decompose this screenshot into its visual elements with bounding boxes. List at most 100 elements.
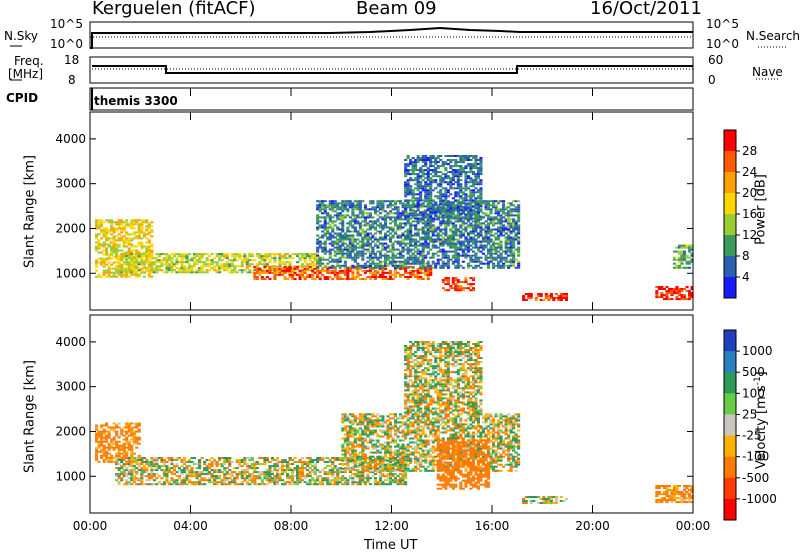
- power-cell: [384, 226, 388, 229]
- power-cell: [451, 240, 455, 243]
- power-cell: [283, 267, 287, 270]
- power-cell: [677, 292, 681, 295]
- power-cell: [461, 197, 465, 200]
- velocity-cell: [183, 479, 187, 482]
- power-cell: [373, 208, 377, 211]
- power-cell: [263, 259, 267, 262]
- power-cell: [406, 203, 410, 206]
- velocity-cell: [243, 459, 247, 461]
- power-cell: [100, 237, 104, 240]
- power-cell: [343, 267, 347, 270]
- power-cell: [389, 271, 393, 274]
- velocity-cell: [107, 442, 111, 445]
- power-cell: [454, 199, 458, 202]
- velocity-cell: [195, 467, 199, 470]
- power-cell: [680, 298, 684, 301]
- power-cell: [248, 259, 252, 262]
- power-cell: [451, 155, 455, 157]
- power-cell: [451, 165, 455, 168]
- power-cell: [479, 201, 483, 204]
- power-cell: [421, 267, 425, 270]
- power-cell: [323, 206, 327, 209]
- power-cell: [195, 269, 199, 272]
- power-cell: [283, 271, 287, 274]
- velocity-cell: [150, 473, 154, 476]
- power-cell: [446, 209, 450, 212]
- power-cell: [316, 254, 320, 257]
- power-cell: [346, 273, 350, 276]
- power-cell: [280, 267, 284, 270]
- power-cell: [461, 217, 465, 220]
- velocity-cell: [311, 483, 315, 486]
- velocity-cell: [167, 469, 171, 472]
- power-cell: [476, 211, 480, 214]
- power-cell: [451, 205, 455, 208]
- power-cell: [434, 266, 438, 269]
- power-cell: [544, 297, 548, 299]
- power-cell: [331, 200, 335, 203]
- velocity-cell: [243, 477, 247, 480]
- power-cell: [401, 246, 405, 249]
- power-cell: [522, 299, 526, 301]
- velocity-cell: [265, 461, 269, 463]
- power-cell: [361, 238, 365, 241]
- velocity-cell: [127, 424, 131, 427]
- power-cell: [411, 167, 415, 170]
- power-cell: [145, 247, 149, 250]
- power-cell: [456, 191, 460, 194]
- power-cell: [396, 208, 400, 211]
- power-cell: [474, 254, 478, 257]
- velocity-cell: [125, 432, 129, 435]
- power-cell: [474, 244, 478, 247]
- velocity-cell: [100, 426, 104, 429]
- power-cell: [474, 179, 478, 182]
- power-cell: [464, 256, 468, 259]
- power-cell: [399, 254, 403, 257]
- power-cell: [105, 219, 109, 222]
- power-cell: [466, 238, 470, 241]
- velocity-cell: [245, 477, 249, 480]
- power-cell: [464, 159, 468, 161]
- power-cell: [328, 218, 332, 221]
- velocity-cell: [115, 467, 119, 470]
- power-cell: [426, 197, 430, 200]
- velocity-cell: [288, 477, 292, 480]
- power-cell: [436, 260, 440, 263]
- power-cell: [404, 264, 408, 267]
- power-cell: [130, 257, 134, 260]
- velocity-cell: [115, 440, 119, 443]
- power-cell: [152, 267, 156, 270]
- power-cell: [451, 175, 455, 178]
- power-cell: [474, 228, 478, 231]
- power-cell: [361, 269, 365, 272]
- velocity-cell: [105, 456, 109, 459]
- power-cell: [145, 219, 149, 222]
- velocity-cell: [120, 430, 124, 433]
- velocity-cell: [132, 434, 136, 437]
- velocity-cell: [193, 483, 197, 486]
- power-cell: [469, 244, 473, 247]
- power-cell: [165, 269, 169, 272]
- velocity-cell: [280, 465, 284, 468]
- power-cell: [378, 273, 382, 276]
- power-cell: [459, 281, 463, 284]
- power-cell: [356, 266, 360, 269]
- power-cell: [426, 260, 430, 263]
- power-cell: [258, 253, 262, 256]
- power-cell: [150, 225, 154, 228]
- power-cell: [361, 216, 365, 219]
- power-cell: [509, 214, 513, 217]
- power-cell: [409, 191, 413, 194]
- power-cell: [424, 254, 428, 257]
- velocity-cell: [240, 481, 244, 484]
- velocity-cell: [172, 469, 176, 472]
- power-cell: [431, 175, 435, 178]
- power-cell: [328, 269, 332, 272]
- velocity-cell: [333, 459, 337, 461]
- power-cell: [326, 206, 330, 209]
- power-cell: [150, 263, 154, 266]
- power-cell: [426, 244, 430, 247]
- power-cell: [451, 279, 455, 282]
- power-cell: [494, 252, 498, 255]
- power-cell: [456, 183, 460, 186]
